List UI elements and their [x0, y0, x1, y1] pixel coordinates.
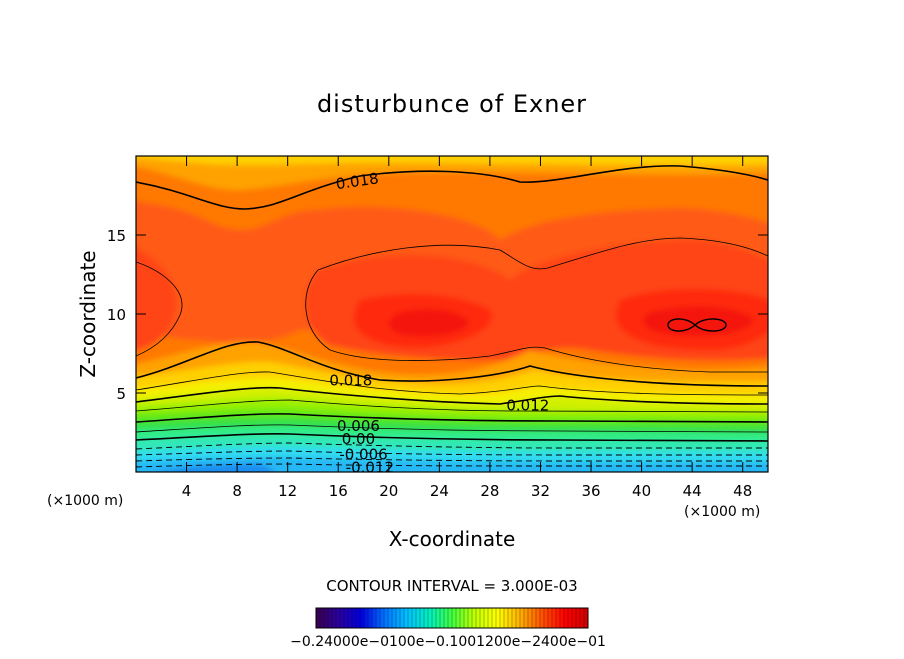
contour-label-2: 0.012 [506, 397, 549, 415]
colorbar-tick-labels: −0.24000e−0100e−0.1001200e−2400e−01 [290, 634, 606, 650]
contour-label-6: -0.012 [346, 458, 394, 476]
contour-band-20 [136, 457, 768, 472]
contour-line-5 [136, 371, 768, 396]
contour-line-negative-1 [136, 450, 768, 456]
contour-label-text-4: 0.00 [342, 430, 375, 448]
contour-line-1 [317, 237, 768, 271]
contour-line-7 [136, 399, 768, 413]
x-tick-label-28: 28 [480, 482, 499, 500]
x-tick-label-36: 36 [581, 482, 600, 500]
x-tick-label-16: 16 [329, 482, 348, 500]
x-tick-label-32: 32 [531, 482, 550, 500]
contour-line-2 [136, 261, 183, 357]
contour-fill-group [136, 156, 768, 472]
x-unit-right: (×1000 m) [684, 504, 760, 520]
contour-label-text-3: 0.006 [337, 417, 380, 435]
contour-band-4 [136, 247, 177, 351]
contour-line-4 [136, 341, 768, 387]
colorbar-frame [315, 607, 589, 629]
contour-line-negative-2 [136, 457, 768, 462]
contour-interval-text: CONTOUR INTERVAL = 3.000E-03 [326, 577, 577, 595]
contour-label-1: 0.018 [329, 371, 372, 389]
contour-label-text-5: -0.006 [339, 446, 387, 464]
contour-line-0 [136, 165, 768, 210]
contour-line-8 [136, 413, 768, 423]
y-axis-ticks: 5 10 15 [107, 227, 768, 403]
y-tick-label-5: 5 [116, 385, 126, 403]
x-tick-label-44: 44 [683, 482, 702, 500]
x-axis-label: X-coordinate [389, 527, 516, 551]
contour-label-text-0: 0.018 [335, 169, 380, 193]
contour-label-3: 0.006 [337, 417, 380, 435]
x-tick-label-20: 20 [379, 482, 398, 500]
y-tick-label-10: 10 [107, 306, 126, 324]
contour-label-text-6: -0.012 [346, 458, 394, 476]
chart-title: disturbunce of Exner [317, 90, 587, 118]
contour-label-5: -0.006 [339, 446, 387, 464]
x-tick-label-24: 24 [430, 482, 449, 500]
x-axis-ticks: 4 8 12 16 20 24 28 32 36 40 44 48 [182, 156, 752, 500]
contour-line-6 [136, 386, 768, 405]
colorbar [315, 608, 589, 628]
contour-label-4: 0.00 [342, 430, 375, 448]
x-tick-label-8: 8 [232, 482, 242, 500]
contour-line-10 [136, 433, 768, 442]
x-tick-label-48: 48 [733, 482, 752, 500]
contour-band-2 [136, 156, 768, 166]
x-unit-left: (×1000 m) [47, 493, 123, 509]
x-tick-label-12: 12 [278, 482, 297, 500]
contour-line-closed-max [667, 318, 727, 332]
contour-label-0: 0.018 [335, 169, 380, 193]
y-tick-label-15: 15 [107, 227, 126, 245]
x-tick-label-40: 40 [632, 482, 651, 500]
contour-label-text-2: 0.012 [506, 397, 549, 415]
contour-line-negative-0 [136, 442, 768, 450]
y-axis-label: Z-coordinate [76, 250, 100, 377]
contour-label-text-1: 0.018 [329, 371, 372, 389]
contour-line-9 [136, 424, 768, 433]
contour-band-8 [388, 308, 470, 337]
x-tick-label-4: 4 [182, 482, 192, 500]
contour-line-3 [305, 269, 768, 373]
